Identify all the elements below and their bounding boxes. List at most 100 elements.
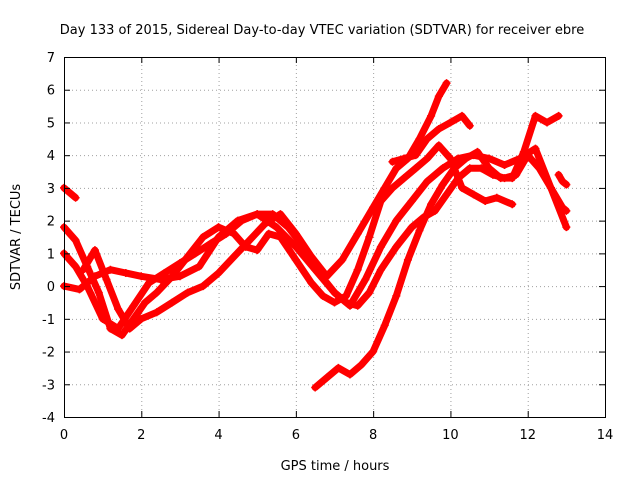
data-point-marker <box>75 285 84 294</box>
x-tick-label: 10 <box>442 428 459 443</box>
data-point-marker <box>168 298 177 307</box>
data-point-marker <box>531 111 540 120</box>
data-point-marker <box>423 154 432 163</box>
data-point-marker <box>434 141 443 150</box>
data-point-marker <box>357 360 366 369</box>
data-point-marker <box>152 308 161 317</box>
x-tick-label: 8 <box>369 428 377 443</box>
data-point-marker <box>114 324 123 333</box>
data-point-marker <box>311 383 320 392</box>
data-point-marker <box>438 164 447 173</box>
data-point-marker <box>469 190 478 199</box>
data-point-marker <box>114 305 123 313</box>
data-point-marker <box>365 288 374 297</box>
data-point-marker <box>141 298 150 307</box>
data-point-marker <box>90 272 99 281</box>
y-tick-label: 1 <box>47 247 55 262</box>
data-point-marker <box>388 183 397 192</box>
data-point-marker <box>485 164 494 173</box>
data-point-marker <box>442 190 451 199</box>
data-point-marker <box>365 233 374 241</box>
data-series-group <box>60 79 571 392</box>
x-tick-label: 6 <box>292 428 300 443</box>
y-tick-label: 2 <box>47 215 55 230</box>
data-point-marker <box>175 259 184 268</box>
data-point-marker <box>458 183 467 192</box>
data-point-marker <box>330 298 339 307</box>
data-point-marker <box>446 118 455 127</box>
data-point-marker <box>71 193 80 202</box>
data-point-marker <box>369 203 378 212</box>
data-point-marker <box>199 282 208 291</box>
x-axis-label: GPS time / hours <box>281 459 390 474</box>
data-point-marker <box>90 246 99 255</box>
data-point-marker <box>353 265 362 274</box>
data-point-marker <box>423 177 432 186</box>
data-point-marker <box>454 174 463 183</box>
data-point-marker <box>481 197 490 205</box>
data-point-marker <box>214 233 223 241</box>
y-tick-label: 5 <box>47 116 55 131</box>
data-point-marker <box>434 92 443 101</box>
data-point-marker <box>291 242 300 251</box>
data-point-marker <box>427 111 436 120</box>
data-point-marker <box>152 288 161 297</box>
data-point-marker <box>438 180 447 189</box>
data-point-marker <box>434 125 443 133</box>
data-point-marker <box>531 144 540 153</box>
data-point-marker <box>369 347 378 356</box>
data-point-marker <box>430 206 439 215</box>
data-point-marker <box>307 278 316 287</box>
data-point-marker <box>546 183 555 192</box>
data-point-marker <box>98 314 107 323</box>
plot-frame <box>64 57 606 418</box>
data-point-marker <box>276 210 285 219</box>
data-point-marker <box>334 363 343 372</box>
series-s5-line <box>79 79 451 333</box>
y-tick-label: -1 <box>42 313 55 328</box>
data-point-marker <box>411 164 420 173</box>
data-point-marker <box>376 242 385 251</box>
data-point-marker <box>473 147 482 156</box>
data-point-marker <box>291 255 300 264</box>
data-point-marker <box>106 265 115 274</box>
data-point-marker <box>477 164 486 173</box>
data-point-marker <box>94 288 103 297</box>
data-point-marker <box>392 216 401 225</box>
y-tick-label: 6 <box>47 84 55 99</box>
data-point-marker <box>330 288 339 297</box>
data-point-marker <box>264 229 273 238</box>
data-point-marker <box>353 229 362 238</box>
data-point-marker <box>519 147 528 156</box>
data-point-marker <box>175 272 184 281</box>
data-point-marker <box>125 324 134 333</box>
data-point-marker <box>71 262 80 271</box>
data-point-marker <box>562 223 571 232</box>
y-tick-label: 0 <box>47 280 55 295</box>
data-point-marker <box>554 111 563 120</box>
data-point-marker <box>411 151 420 160</box>
data-point-marker <box>183 288 192 297</box>
data-point-marker <box>380 321 389 330</box>
x-tick-label: 4 <box>214 428 222 443</box>
data-point-marker <box>458 111 467 120</box>
y-tick-label: 3 <box>47 182 55 197</box>
data-point-marker <box>392 164 401 173</box>
x-tick-label: 2 <box>137 428 145 443</box>
data-point-marker <box>79 265 88 274</box>
data-point-marker <box>400 154 409 163</box>
x-tick-label: 0 <box>60 428 68 443</box>
data-point-marker <box>508 200 517 209</box>
y-tick-label: -2 <box>42 346 55 361</box>
data-point-marker <box>191 249 200 258</box>
chart-title: Day 133 of 2015, Sidereal Day-to-day VTE… <box>60 23 584 38</box>
data-point-marker <box>156 275 165 284</box>
data-point-marker <box>392 242 401 251</box>
series-s6-line <box>311 112 563 391</box>
data-point-marker <box>214 269 223 277</box>
data-point-marker <box>465 164 474 173</box>
data-point-marker <box>137 272 146 281</box>
